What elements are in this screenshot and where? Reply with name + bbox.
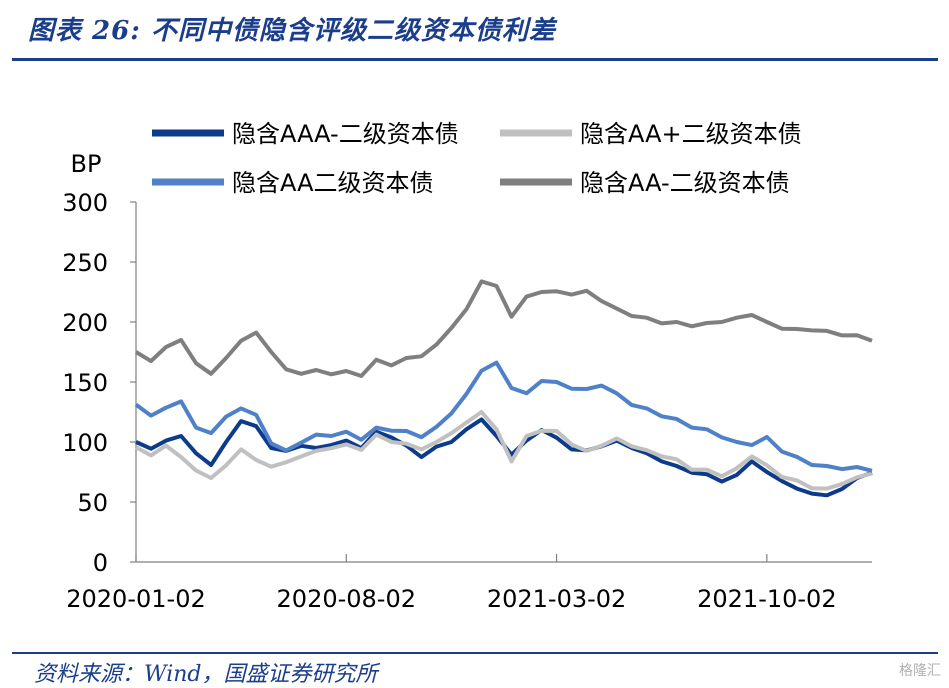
x-tick-label: 2020-01-02 <box>66 585 205 613</box>
series-line <box>134 360 873 473</box>
y-tick-label: 50 <box>77 489 108 517</box>
source-note: 资料来源：Wind，国盛证券研究所 <box>34 662 378 687</box>
y-tick-label: 150 <box>62 369 108 397</box>
legend-label: 隐含AA+二级资本债 <box>580 120 802 148</box>
series-line <box>134 279 873 378</box>
series-line <box>135 410 873 491</box>
header-rule <box>12 58 938 61</box>
y-tick-label: 300 <box>62 189 108 217</box>
y-tick-label: 100 <box>62 429 108 457</box>
footer-rule <box>12 652 938 654</box>
legend-label: 隐含AA-二级资本债 <box>580 169 790 197</box>
y-axis: 0 50 100 150 200 250 300 <box>62 189 137 577</box>
y-tick-label: 250 <box>62 249 108 277</box>
watermark: 格隆汇 <box>899 663 941 679</box>
x-tick-label: 2021-03-02 <box>487 585 626 613</box>
y-tick-label: 200 <box>62 309 108 337</box>
legend-label: 隐含AA二级资本债 <box>232 169 434 197</box>
y-tick-label: 0 <box>93 549 108 577</box>
x-axis: 2020-01-02 2020-08-02 2021-03-02 2021-10-02 <box>66 554 872 613</box>
series-line <box>135 417 873 498</box>
legend-label: 隐含AAA-二级资本债 <box>232 120 459 148</box>
series-lines <box>134 279 873 498</box>
chart-title: 图表 26: 不同中债隐含评级二级资本债利差 <box>28 16 556 46</box>
x-tick-label: 2020-08-02 <box>277 585 416 613</box>
x-tick-label: 2021-10-02 <box>697 585 836 613</box>
y-axis-label: BP <box>71 150 102 178</box>
